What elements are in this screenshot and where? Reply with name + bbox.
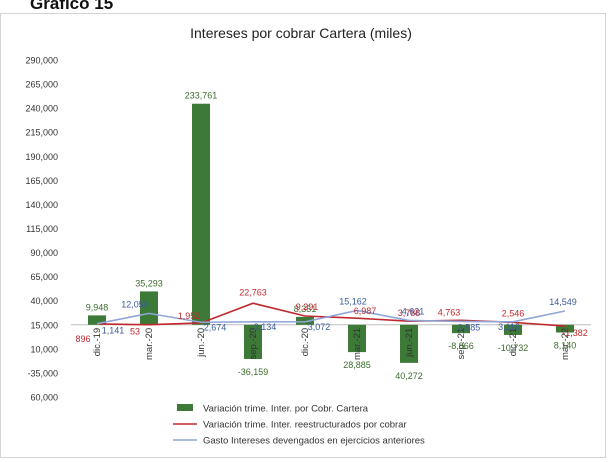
legend-label: Variación trime. Inter. por Cobr. Carter…: [203, 404, 369, 415]
bar: [140, 291, 158, 325]
bar: [244, 324, 262, 359]
data-label: -10,732: [498, 343, 529, 353]
chart-frame: Intereses por cobrar Cartera (miles) 290…: [0, 13, 606, 458]
y-tick-label: 115,000: [26, 224, 58, 234]
category-label: jun.-20: [196, 328, 207, 358]
bar: [400, 324, 418, 363]
data-label: -36,159: [238, 367, 269, 377]
x-labels: dic.-19 mar.-20 jun.-20 sep.-20 dic.-20 mar.-…: [92, 328, 571, 360]
data-labels: 9,948 35,293 233,761 -36,159 8,351 28,885 40,2…: [75, 91, 587, 381]
data-label: 14,549: [549, 297, 577, 307]
category-label: mar.-21: [352, 328, 363, 360]
y-tick-label: 265,000: [25, 80, 58, 90]
data-label: 9,948: [86, 302, 109, 312]
figure-heading: Gráfico 15: [30, 0, 114, 13]
chart: Intereses por cobrar Cartera (miles) 290…: [25, 25, 591, 447]
data-label: 3,116: [498, 322, 520, 332]
lines: [96, 302, 566, 327]
category-label: mar.-22: [560, 328, 571, 360]
data-label: 1,141: [102, 326, 125, 336]
category-label: dic.-20: [300, 328, 311, 357]
category-label: dic.-19: [92, 328, 103, 357]
legend-swatch-bar: [177, 404, 193, 411]
data-label: 22,763: [239, 287, 267, 297]
data-label: 6,987: [354, 306, 377, 316]
chart-title: Intereses por cobrar Cartera (miles): [190, 25, 412, 41]
data-label: 2,674: [204, 322, 227, 332]
bar: [452, 324, 470, 334]
data-label: 1,952: [178, 311, 201, 321]
data-label: 9,291: [296, 302, 319, 312]
data-label: -8,866: [448, 341, 474, 351]
data-label: -1,382: [562, 328, 588, 338]
category-label: sep.-20: [248, 328, 259, 360]
data-label: 8,351: [294, 304, 317, 314]
y-tick-label: 215,000: [25, 128, 58, 138]
data-label: 233,761: [185, 91, 218, 101]
y-tick-label: -35,000: [27, 368, 58, 378]
bar: [192, 103, 210, 325]
data-label: 3,072: [308, 322, 331, 332]
category-label: dic.-21: [508, 328, 519, 357]
data-label: 35,293: [135, 278, 163, 288]
y-tick-label: 290,000: [25, 56, 58, 66]
y-tick-label: 165,000: [25, 176, 58, 186]
bar: [504, 324, 522, 335]
series-line: [96, 302, 566, 327]
data-label: 8,140: [554, 340, 577, 350]
bar: [556, 324, 574, 333]
y-tick-label: 140,000: [25, 200, 58, 210]
series-line: [96, 309, 566, 325]
legend: Variación trime. Inter. por Cobr. Carter…: [173, 404, 425, 447]
data-label: 2,546: [502, 308, 525, 318]
data-label: 896: [75, 334, 90, 344]
data-label: 3,788: [398, 308, 421, 318]
data-label: 40,272: [395, 371, 423, 381]
y-tick-label: 40,000: [30, 296, 58, 306]
data-label: 15,162: [339, 296, 367, 306]
category-label: sep.-21: [456, 328, 467, 360]
data-label: 4,763: [438, 307, 461, 317]
y-tick-label: 240,000: [25, 104, 58, 114]
y-axis: 290,000 265,000 240,000 215,000 190,000 165,0…: [25, 56, 58, 403]
category-label: mar.-20: [144, 328, 155, 360]
y-tick-label: 90,000: [30, 248, 58, 258]
bars: [88, 103, 574, 363]
legend-label: Variación trime. Inter. reestructurados …: [203, 420, 407, 431]
data-label: 12,056: [121, 299, 149, 309]
y-tick-label: 15,000: [30, 320, 58, 330]
data-label: 28,885: [343, 360, 371, 370]
data-label: 53: [130, 327, 140, 337]
data-label: 3,134: [254, 322, 277, 332]
data-label: 4,621: [402, 306, 425, 316]
legend-label: Gasto Intereses devengados en ejercicios…: [203, 436, 425, 447]
y-tick-label: 65,000: [30, 272, 58, 282]
bar: [348, 324, 366, 353]
bar: [296, 316, 314, 325]
y-tick-label: 60,000: [30, 393, 58, 403]
y-tick-label: 10,000: [30, 344, 58, 354]
category-label: jun.-21: [404, 328, 415, 358]
data-label: 3,585: [458, 322, 481, 332]
bar: [88, 315, 106, 325]
y-tick-label: 190,000: [25, 152, 58, 162]
